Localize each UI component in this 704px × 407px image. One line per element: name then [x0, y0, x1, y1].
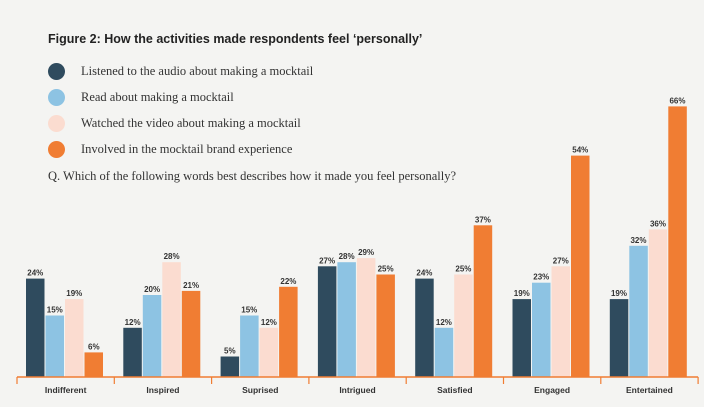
data-label-entertained-series-4: 66%: [669, 96, 685, 105]
bar-indifferent-series-4: [84, 352, 103, 377]
category-label-entertained: Entertained: [626, 385, 673, 395]
legend-label-read: Read about making a mocktail: [81, 89, 234, 104]
data-label-suprised-series-4: 22%: [280, 277, 296, 286]
legend-swatch-audio: [48, 62, 65, 80]
legend-label-audio: Listened to the audio about making a moc…: [81, 63, 314, 78]
bar-intrigued-series-4: [376, 274, 395, 377]
data-label-indifferent-series-2: 15%: [47, 306, 63, 315]
bar-indifferent-series-3: [65, 299, 84, 377]
bar-entertained-series-2: [629, 245, 648, 377]
bar-suprised-series-4: [279, 286, 298, 377]
data-label-intrigued-series-3: 29%: [358, 248, 374, 257]
data-label-indifferent-series-3: 19%: [66, 289, 82, 298]
bar-indifferent-series-1: [26, 278, 45, 377]
bar-suprised-series-2: [240, 315, 259, 377]
bar-suprised-series-3: [259, 327, 279, 377]
legend-swatch-video: [48, 114, 65, 132]
category-label-suprised: Suprised: [242, 385, 278, 395]
data-label-satisfied-series-4: 37%: [475, 215, 491, 224]
data-label-inspired-series-1: 12%: [125, 318, 141, 327]
data-label-inspired-series-3: 28%: [164, 252, 180, 261]
bar-inspired-series-4: [181, 290, 201, 377]
legend-item-video: Watched the video about making a mocktai…: [48, 110, 313, 136]
chart-title: Figure 2: How the activities made respon…: [48, 32, 423, 46]
data-label-satisfied-series-1: 24%: [416, 269, 432, 278]
bar-engaged-series-4: [571, 155, 590, 377]
bar-inspired-series-1: [123, 327, 142, 377]
legend-swatch-brand: [48, 140, 65, 158]
data-label-inspired-series-2: 20%: [144, 285, 160, 294]
data-label-inspired-series-4: 21%: [183, 281, 199, 290]
bar-entertained-series-4: [668, 106, 687, 378]
legend-item-read: Read about making a mocktail: [48, 84, 313, 110]
data-label-entertained-series-1: 19%: [611, 289, 627, 298]
legend-label-brand: Involved in the mocktail brand experienc…: [81, 141, 293, 156]
legend-label-video: Watched the video about making a mocktai…: [81, 115, 301, 130]
survey-question: Q. Which of the following words best des…: [48, 169, 457, 183]
bar-engaged-series-2: [532, 282, 551, 377]
bar-inspired-series-2: [142, 295, 162, 377]
bar-satisfied-series-1: [415, 278, 434, 377]
legend: Listened to the audio about making a moc…: [48, 58, 313, 162]
data-label-entertained-series-3: 36%: [650, 219, 666, 228]
bar-inspired-series-3: [162, 262, 181, 377]
data-label-engaged-series-2: 23%: [533, 273, 549, 282]
data-label-indifferent-series-1: 24%: [27, 269, 43, 278]
bar-intrigued-series-1: [317, 266, 337, 377]
legend-item-audio: Listened to the audio about making a moc…: [48, 58, 313, 84]
data-label-suprised-series-3: 12%: [261, 318, 277, 327]
bar-entertained-series-1: [609, 299, 629, 377]
category-label-engaged: Engaged: [534, 385, 570, 395]
data-label-intrigued-series-2: 28%: [339, 252, 355, 261]
data-label-intrigued-series-4: 25%: [378, 265, 394, 274]
data-label-engaged-series-4: 54%: [572, 146, 588, 155]
bar-engaged-series-1: [512, 299, 531, 377]
bar-satisfied-series-2: [434, 327, 454, 377]
bar-entertained-series-3: [648, 229, 668, 377]
data-label-suprised-series-1: 5%: [224, 347, 236, 356]
category-label-intrigued: Intrigued: [339, 385, 375, 395]
category-label-indifferent: Indifferent: [45, 385, 87, 395]
data-label-satisfied-series-2: 12%: [436, 318, 452, 327]
data-label-suprised-series-2: 15%: [241, 306, 257, 315]
bar-satisfied-series-3: [454, 274, 473, 377]
data-label-satisfied-series-3: 25%: [455, 265, 471, 274]
legend-swatch-read: [48, 88, 65, 106]
data-label-engaged-series-1: 19%: [514, 289, 530, 298]
bar-suprised-series-1: [220, 356, 240, 377]
data-label-entertained-series-2: 32%: [630, 236, 646, 245]
bar-indifferent-series-2: [45, 315, 64, 377]
category-label-satisfied: Satisfied: [437, 385, 472, 395]
legend-item-brand: Involved in the mocktail brand experienc…: [48, 136, 313, 162]
category-label-inspired: Inspired: [146, 385, 179, 395]
data-label-engaged-series-3: 27%: [553, 256, 569, 265]
bar-intrigued-series-2: [337, 262, 356, 377]
bar-engaged-series-3: [551, 266, 570, 377]
bar-satisfied-series-4: [473, 225, 493, 377]
data-label-indifferent-series-4: 6%: [88, 342, 100, 351]
data-label-intrigued-series-1: 27%: [319, 256, 335, 265]
bar-intrigued-series-3: [356, 258, 376, 377]
